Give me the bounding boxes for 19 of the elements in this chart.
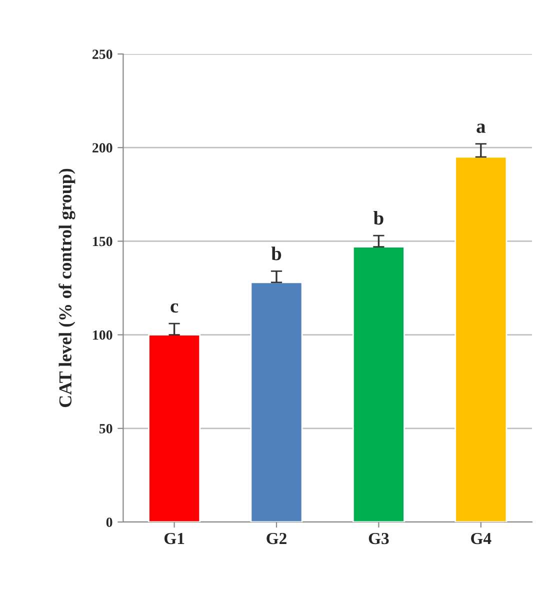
y-tick-label: 150	[93, 236, 112, 246]
x-tick-label: G4	[471, 532, 492, 544]
y-axis-title: CAT level (% of control group)	[58, 168, 76, 408]
bar	[352, 246, 405, 522]
bar	[250, 282, 303, 522]
y-tick-label: 250	[92, 50, 112, 59]
x-tick-label: G2	[266, 532, 286, 544]
x-tick-label: G3	[368, 532, 389, 544]
bar	[148, 334, 201, 522]
y-tick-label: 0	[106, 518, 112, 527]
bar	[454, 156, 508, 522]
annotation: a	[476, 124, 486, 133]
y-tick-label: 100	[93, 330, 112, 340]
annotation: b	[374, 211, 384, 225]
y-tick-label: 200	[92, 143, 112, 153]
annotation: b	[271, 246, 282, 260]
y-tick-label: 50	[99, 424, 112, 434]
annotation: c	[170, 303, 178, 313]
x-tick-label: G1	[164, 532, 184, 544]
